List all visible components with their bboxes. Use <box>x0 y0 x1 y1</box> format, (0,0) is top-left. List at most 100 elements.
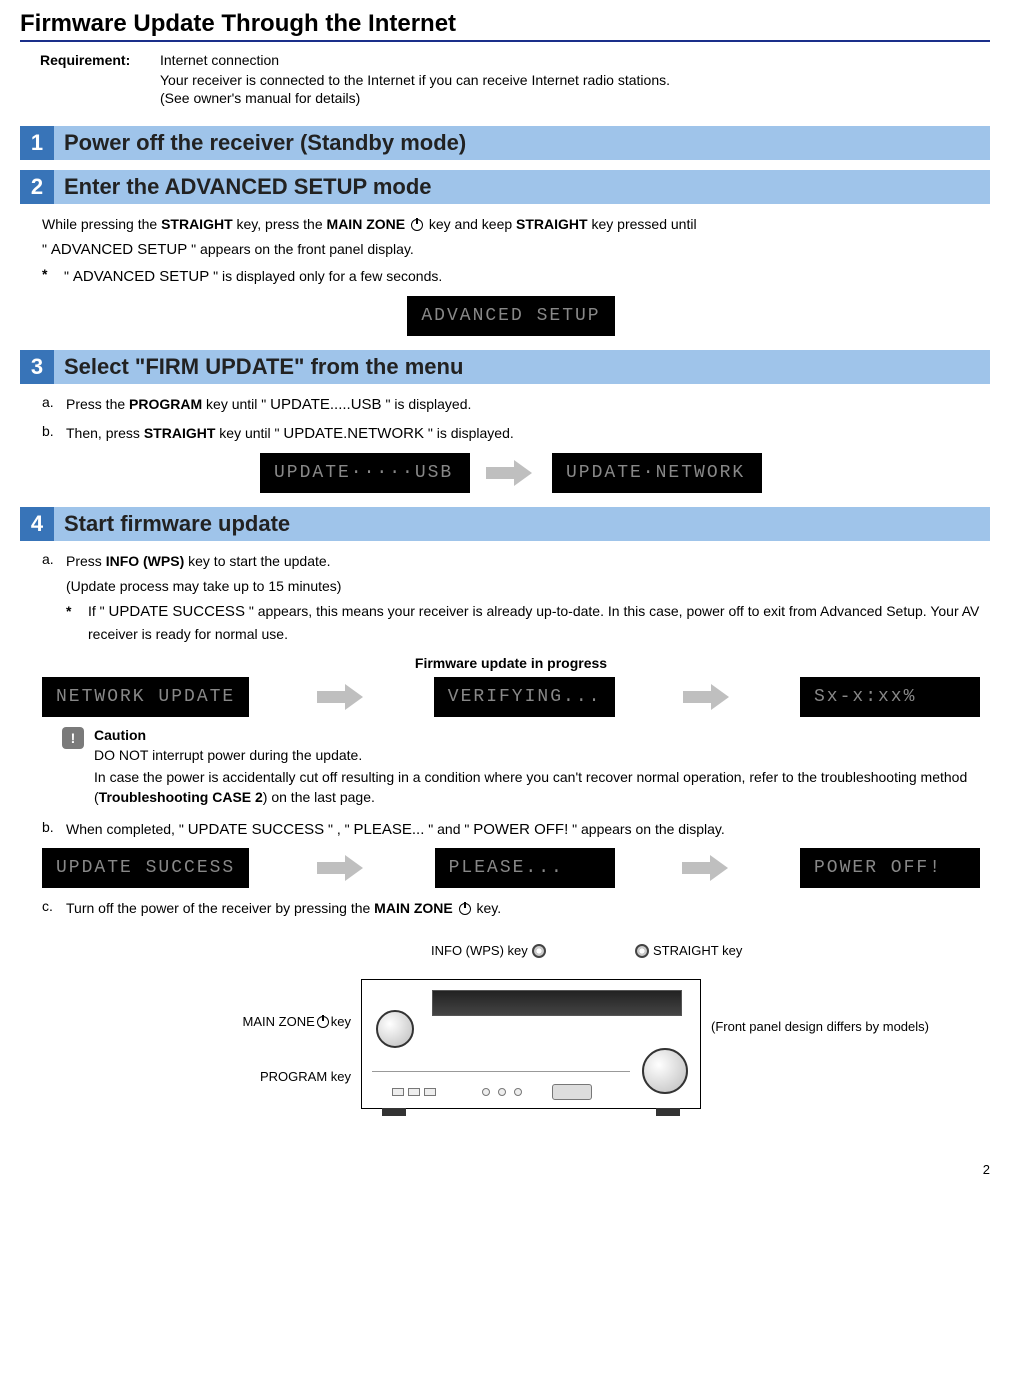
power-icon <box>317 1016 329 1028</box>
step4-complete-row: UPDATE SUCCESS PLEASE... POWER OFF! <box>42 848 980 888</box>
display-power-off: POWER OFF! <box>800 848 980 888</box>
ol-b: b. <box>42 819 66 842</box>
t: " is displayed only for a few seconds. <box>209 268 442 284</box>
disp-text: PLEASE... <box>354 821 425 838</box>
disp-text: UPDATE SUCCESS <box>109 603 245 620</box>
t: " , " <box>324 821 353 837</box>
mini-circle <box>482 1088 490 1096</box>
panel-button-row <box>392 1088 436 1096</box>
requirement-line1: Internet connection <box>160 52 990 68</box>
t: While pressing the <box>42 216 161 232</box>
key-straight: STRAIGHT <box>161 216 233 232</box>
step2-line2: " ADVANCED SETUP " appears on the front … <box>42 239 980 262</box>
mini-button <box>408 1088 420 1096</box>
caution-title: Caution <box>94 727 980 743</box>
step4-a-text: Press INFO (WPS) key to start the update… <box>66 551 980 649</box>
step3-title: Select "FIRM UPDATE" from the menu <box>54 350 990 384</box>
step3-a-text: Press the PROGRAM key until " UPDATE....… <box>66 394 980 417</box>
step2-body: While pressing the STRAIGHT key, press t… <box>42 214 980 336</box>
front-panel-figure: INFO (WPS) key STRAIGHT key MAIN ZONEkey… <box>201 939 821 1149</box>
arrow-icon <box>682 855 732 881</box>
t: STRAIGHT key <box>653 943 742 958</box>
step4-header: 4 Start firmware update <box>20 507 990 541</box>
key-straight: STRAIGHT <box>144 425 216 441</box>
step2-line1: While pressing the STRAIGHT key, press t… <box>42 214 980 235</box>
caution-body: Caution DO NOT interrupt power during th… <box>94 727 980 810</box>
t: key. <box>473 900 502 916</box>
display-verifying: VERIFYING... <box>434 677 616 717</box>
callout-straight-key: STRAIGHT key <box>631 943 742 959</box>
panel-foot <box>656 1108 680 1116</box>
display-please: PLEASE... <box>435 848 615 888</box>
step4-title: Start firmware update <box>54 507 990 541</box>
step4-body: a. Press INFO (WPS) key to start the upd… <box>42 551 980 1149</box>
t: key and keep <box>425 216 516 232</box>
step2-note-text: " ADVANCED SETUP " is displayed only for… <box>64 266 980 289</box>
requirement-line2: Your receiver is connected to the Intern… <box>160 72 990 88</box>
display-update-network: UPDATE·NETWORK <box>552 453 762 493</box>
key-program: PROGRAM <box>129 396 202 412</box>
ol-c: c. <box>42 898 66 919</box>
arrow-icon <box>317 684 367 710</box>
t: When completed, " <box>66 821 188 837</box>
mini-button <box>424 1088 436 1096</box>
arrow-icon <box>683 684 733 710</box>
callout-mainzone-key: MAIN ZONEkey <box>201 1014 351 1029</box>
panel-divider <box>372 1071 630 1072</box>
key-mainzone: MAIN ZONE <box>374 900 456 916</box>
t: " appears on the display. <box>568 821 724 837</box>
arrow-icon <box>486 460 536 486</box>
t: " is displayed. <box>424 425 514 441</box>
disp-text: UPDATE SUCCESS <box>188 821 324 838</box>
display-network-update: NETWORK UPDATE <box>42 677 249 717</box>
key-info: INFO (WPS) <box>106 553 185 569</box>
step2-num: 2 <box>20 170 54 204</box>
step2-note: * " ADVANCED SETUP " is displayed only f… <box>42 266 980 289</box>
step3-display-row: UPDATE·····USB UPDATE·NETWORK <box>42 453 980 493</box>
t: key until " <box>215 425 283 441</box>
step4-c: c. Turn off the power of the receiver by… <box>42 898 980 919</box>
t: Press the <box>66 396 129 412</box>
caution-block: ! Caution DO NOT interrupt power during … <box>62 727 980 810</box>
key-straight: STRAIGHT <box>516 216 588 232</box>
power-icon <box>459 903 471 915</box>
step3-header: 3 Select "FIRM UPDATE" from the menu <box>20 350 990 384</box>
t: key until " <box>202 396 270 412</box>
progress-label: Firmware update in progress <box>42 655 980 671</box>
t: ) on the last page. <box>263 789 375 805</box>
callout-program-key: PROGRAM key <box>201 1069 351 1084</box>
panel-volume-knob <box>642 1048 688 1094</box>
display-advanced-setup: ADVANCED SETUP <box>407 296 614 336</box>
step4-num: 4 <box>20 507 54 541</box>
t: INFO (WPS) key <box>431 943 528 958</box>
t: " <box>64 268 73 284</box>
step3-num: 3 <box>20 350 54 384</box>
step4-b: b. When completed, " UPDATE SUCCESS " , … <box>42 819 980 842</box>
step3-a: a. Press the PROGRAM key until " UPDATE.… <box>42 394 980 417</box>
requirement-label: Requirement: <box>40 52 160 68</box>
t: " <box>42 241 51 257</box>
t: " appears on the front panel display. <box>187 241 414 257</box>
panel-foot <box>382 1108 406 1116</box>
step2-display-wrap: ADVANCED SETUP <box>42 296 980 336</box>
page-number: 2 <box>983 1162 990 1177</box>
requirement-row: Requirement: Internet connection <box>40 52 990 68</box>
step3-b-text: Then, press STRAIGHT key until " UPDATE.… <box>66 423 980 446</box>
ring-icon <box>635 944 649 958</box>
t: key to start the update. <box>184 553 330 569</box>
step1-header: 1 Power off the receiver (Standby mode) <box>20 126 990 160</box>
page-title: Firmware Update Through the Internet <box>20 10 990 42</box>
step3-b: b. Then, press STRAIGHT key until " UPDA… <box>42 423 980 446</box>
mini-circle <box>498 1088 506 1096</box>
key-mainzone: MAIN ZONE <box>327 216 409 232</box>
ol-a: a. <box>42 551 66 649</box>
step4-a-star-text: If " UPDATE SUCCESS " appears, this mean… <box>88 601 980 645</box>
receiver-unit <box>361 979 701 1109</box>
display-update-usb: UPDATE·····USB <box>260 453 470 493</box>
caution-icon: ! <box>62 727 84 749</box>
t: If " <box>88 603 109 619</box>
display-update-success: UPDATE SUCCESS <box>42 848 249 888</box>
troubleshooting-ref: Troubleshooting CASE 2 <box>99 789 263 805</box>
step4-c-text: Turn off the power of the receiver by pr… <box>66 898 980 919</box>
t: " is displayed. <box>382 396 472 412</box>
